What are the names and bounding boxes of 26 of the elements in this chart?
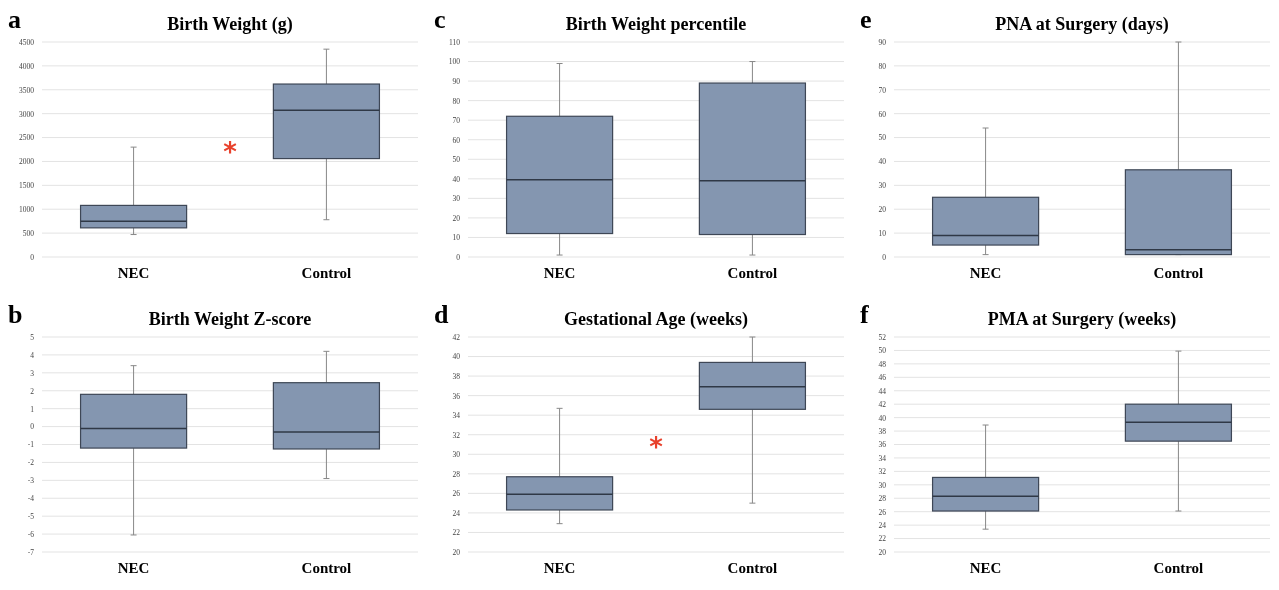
chart-title: PMA at Surgery (weeks) (987, 309, 1177, 330)
text: d (434, 300, 449, 329)
x-tick-label: NEC (969, 559, 1002, 576)
chart-title: Birth Weight (g) (167, 14, 293, 35)
x-tick-label: Control (727, 264, 778, 281)
chart-title: Birth Weight percentile (565, 14, 747, 34)
chart-title: PNA at Surgery (days) (995, 14, 1169, 35)
x-tick-label: NEC (543, 559, 576, 576)
text: f (860, 300, 869, 329)
chart-title: Birth Weight Z-score (148, 309, 312, 329)
x-tick-label: Control (1153, 559, 1204, 576)
x-tick-label: Control (1153, 264, 1204, 281)
text: e (860, 5, 872, 34)
chart-title: Gestational Age (weeks) (564, 309, 748, 330)
x-tick-label: NEC (543, 264, 576, 281)
x-tick-label: NEC (117, 559, 150, 576)
x-tick-label: Control (301, 559, 352, 576)
x-tick-label: NEC (969, 264, 1002, 281)
text: c (434, 5, 446, 34)
annotation: * (649, 431, 664, 462)
x-tick-label: Control (301, 264, 352, 281)
x-tick-label: Control (727, 559, 778, 576)
text: a (8, 5, 21, 34)
annotation: * (223, 136, 238, 167)
x-tick-label: NEC (117, 264, 150, 281)
text: b (8, 300, 23, 329)
